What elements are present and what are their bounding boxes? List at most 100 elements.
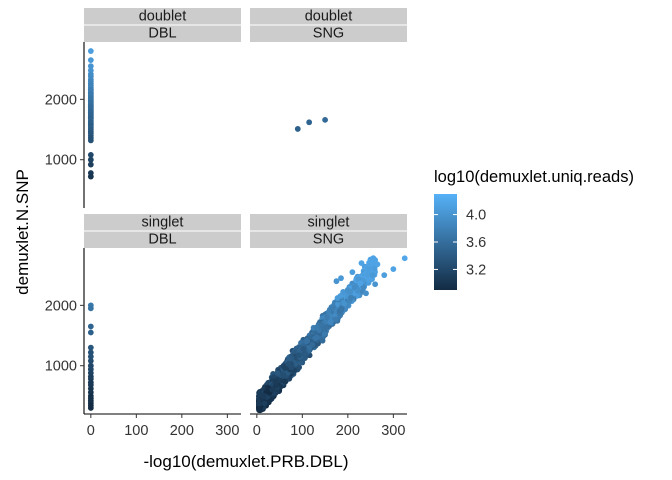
x-tick-label: 300 (215, 423, 239, 439)
y-tick-label: 2000 (45, 298, 77, 314)
data-point (87, 344, 94, 351)
data-point (347, 294, 354, 301)
data-point (374, 261, 381, 268)
facet-col-label: DBL (148, 232, 176, 248)
data-point (333, 278, 340, 285)
data-point (87, 161, 94, 168)
x-tick-label: 300 (381, 423, 405, 439)
legend-tick-label: 3.6 (466, 235, 486, 251)
data-point (390, 266, 397, 273)
data-point (333, 316, 339, 323)
data-point (272, 378, 279, 385)
facet-col-label: DBL (148, 26, 176, 42)
data-point (269, 386, 276, 393)
data-point (87, 329, 94, 336)
facet-row-label: doublet (305, 9, 353, 25)
data-point (338, 306, 345, 313)
data-point (87, 323, 94, 330)
data-point (344, 287, 351, 294)
color-legend: log10(demuxlet.uniq.reads) 3.2 3.6 4.0 (434, 168, 634, 290)
legend-tick-label: 4.0 (466, 208, 486, 224)
x-axis-title: -log10(demuxlet.PRB.DBL) (143, 452, 348, 471)
facet-col-label: SNG (313, 26, 344, 42)
data-point (313, 334, 320, 341)
data-point (365, 266, 372, 273)
data-point (87, 57, 94, 64)
data-point (309, 341, 316, 348)
data-point (313, 324, 320, 331)
data-point (261, 400, 268, 407)
y-tick-label: 1000 (45, 359, 77, 375)
data-point (280, 371, 287, 378)
x-tick-label: 200 (336, 423, 360, 439)
data-point (369, 256, 376, 263)
y-axis-title: demuxlet.N.SNP (13, 169, 32, 295)
data-point (282, 378, 289, 385)
legend-tick-label: 3.2 (466, 262, 486, 278)
facet-points (87, 48, 94, 180)
data-point (338, 275, 344, 282)
data-point (87, 173, 94, 180)
data-point (300, 346, 307, 352)
x-tick-label: 0 (87, 423, 95, 439)
data-point (334, 295, 341, 301)
data-point (282, 365, 289, 371)
x-tick-label: 200 (170, 423, 194, 439)
data-point (324, 314, 330, 321)
data-point (323, 323, 330, 330)
facet-row-label: singlet (308, 215, 350, 231)
data-point (296, 352, 302, 359)
y-tick-label: 1000 (45, 153, 77, 169)
x-tick-label: 100 (290, 423, 314, 439)
data-point (87, 357, 94, 364)
y-tick-label: 2000 (45, 92, 77, 108)
facet-col-label: SNG (313, 232, 344, 248)
facet-panels: doubletDBL10002000doubletSNGsingletDBL10… (45, 8, 408, 439)
data-point (87, 405, 94, 411)
data-point (256, 390, 263, 397)
data-point (318, 322, 325, 328)
data-point (327, 318, 334, 325)
data-point (322, 116, 328, 123)
facet-row-label: singlet (142, 215, 184, 231)
data-point (87, 48, 94, 54)
data-point (319, 337, 326, 344)
data-point (401, 255, 408, 262)
data-point (87, 305, 94, 312)
data-point (358, 260, 365, 266)
data-point (321, 331, 328, 337)
data-point (341, 300, 348, 307)
data-point (365, 271, 371, 278)
data-point (285, 361, 292, 367)
data-point (349, 269, 356, 276)
legend-colorbar (434, 194, 457, 290)
data-point (372, 281, 379, 288)
data-point (87, 353, 94, 360)
data-point (87, 156, 94, 163)
x-tick-label: 0 (253, 423, 261, 439)
data-point (87, 349, 94, 356)
data-point (381, 272, 388, 279)
data-point (87, 63, 94, 70)
data-point (357, 280, 364, 287)
data-point (294, 126, 301, 132)
data-point (306, 119, 313, 126)
data-point (303, 338, 310, 345)
facet-points (256, 255, 408, 414)
data-point (274, 370, 281, 377)
legend-ticks: 3.2 3.6 4.0 (434, 208, 486, 278)
facet-row-label: doublet (139, 9, 187, 25)
data-point (256, 400, 262, 407)
facet-points (87, 302, 94, 411)
x-tick-label: 100 (124, 423, 148, 439)
facet-points (294, 116, 328, 132)
data-point (256, 407, 263, 413)
data-point (369, 272, 376, 279)
data-point (286, 356, 292, 363)
data-point (87, 137, 94, 144)
